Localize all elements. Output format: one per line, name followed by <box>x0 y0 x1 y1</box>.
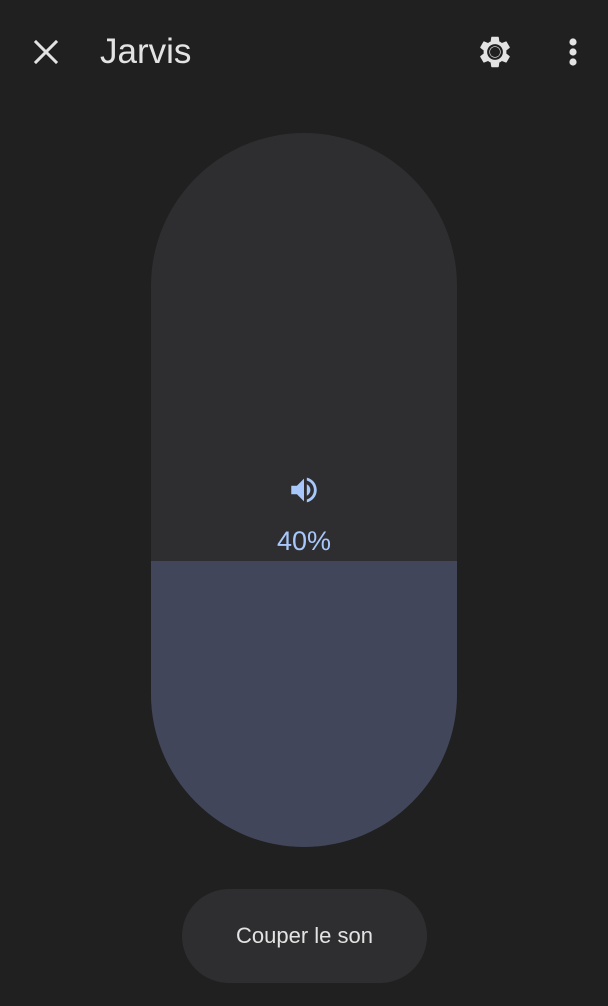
mute-button[interactable]: Couper le son <box>182 889 427 983</box>
volume-percentage: 40% <box>276 526 332 556</box>
page-title: Jarvis <box>100 32 192 71</box>
settings-button[interactable] <box>467 24 523 80</box>
volume-slider-fill <box>151 561 457 847</box>
close-button[interactable] <box>18 24 74 80</box>
close-icon <box>33 39 59 65</box>
more-vert-icon <box>569 38 577 66</box>
volume-slider[interactable]: 40% <box>151 133 457 847</box>
more-options-button[interactable] <box>545 24 601 80</box>
top-bar: Jarvis <box>0 0 608 104</box>
mute-button-label: Couper le son <box>236 923 373 948</box>
gear-icon <box>480 36 510 68</box>
volume-up-icon <box>291 477 317 503</box>
